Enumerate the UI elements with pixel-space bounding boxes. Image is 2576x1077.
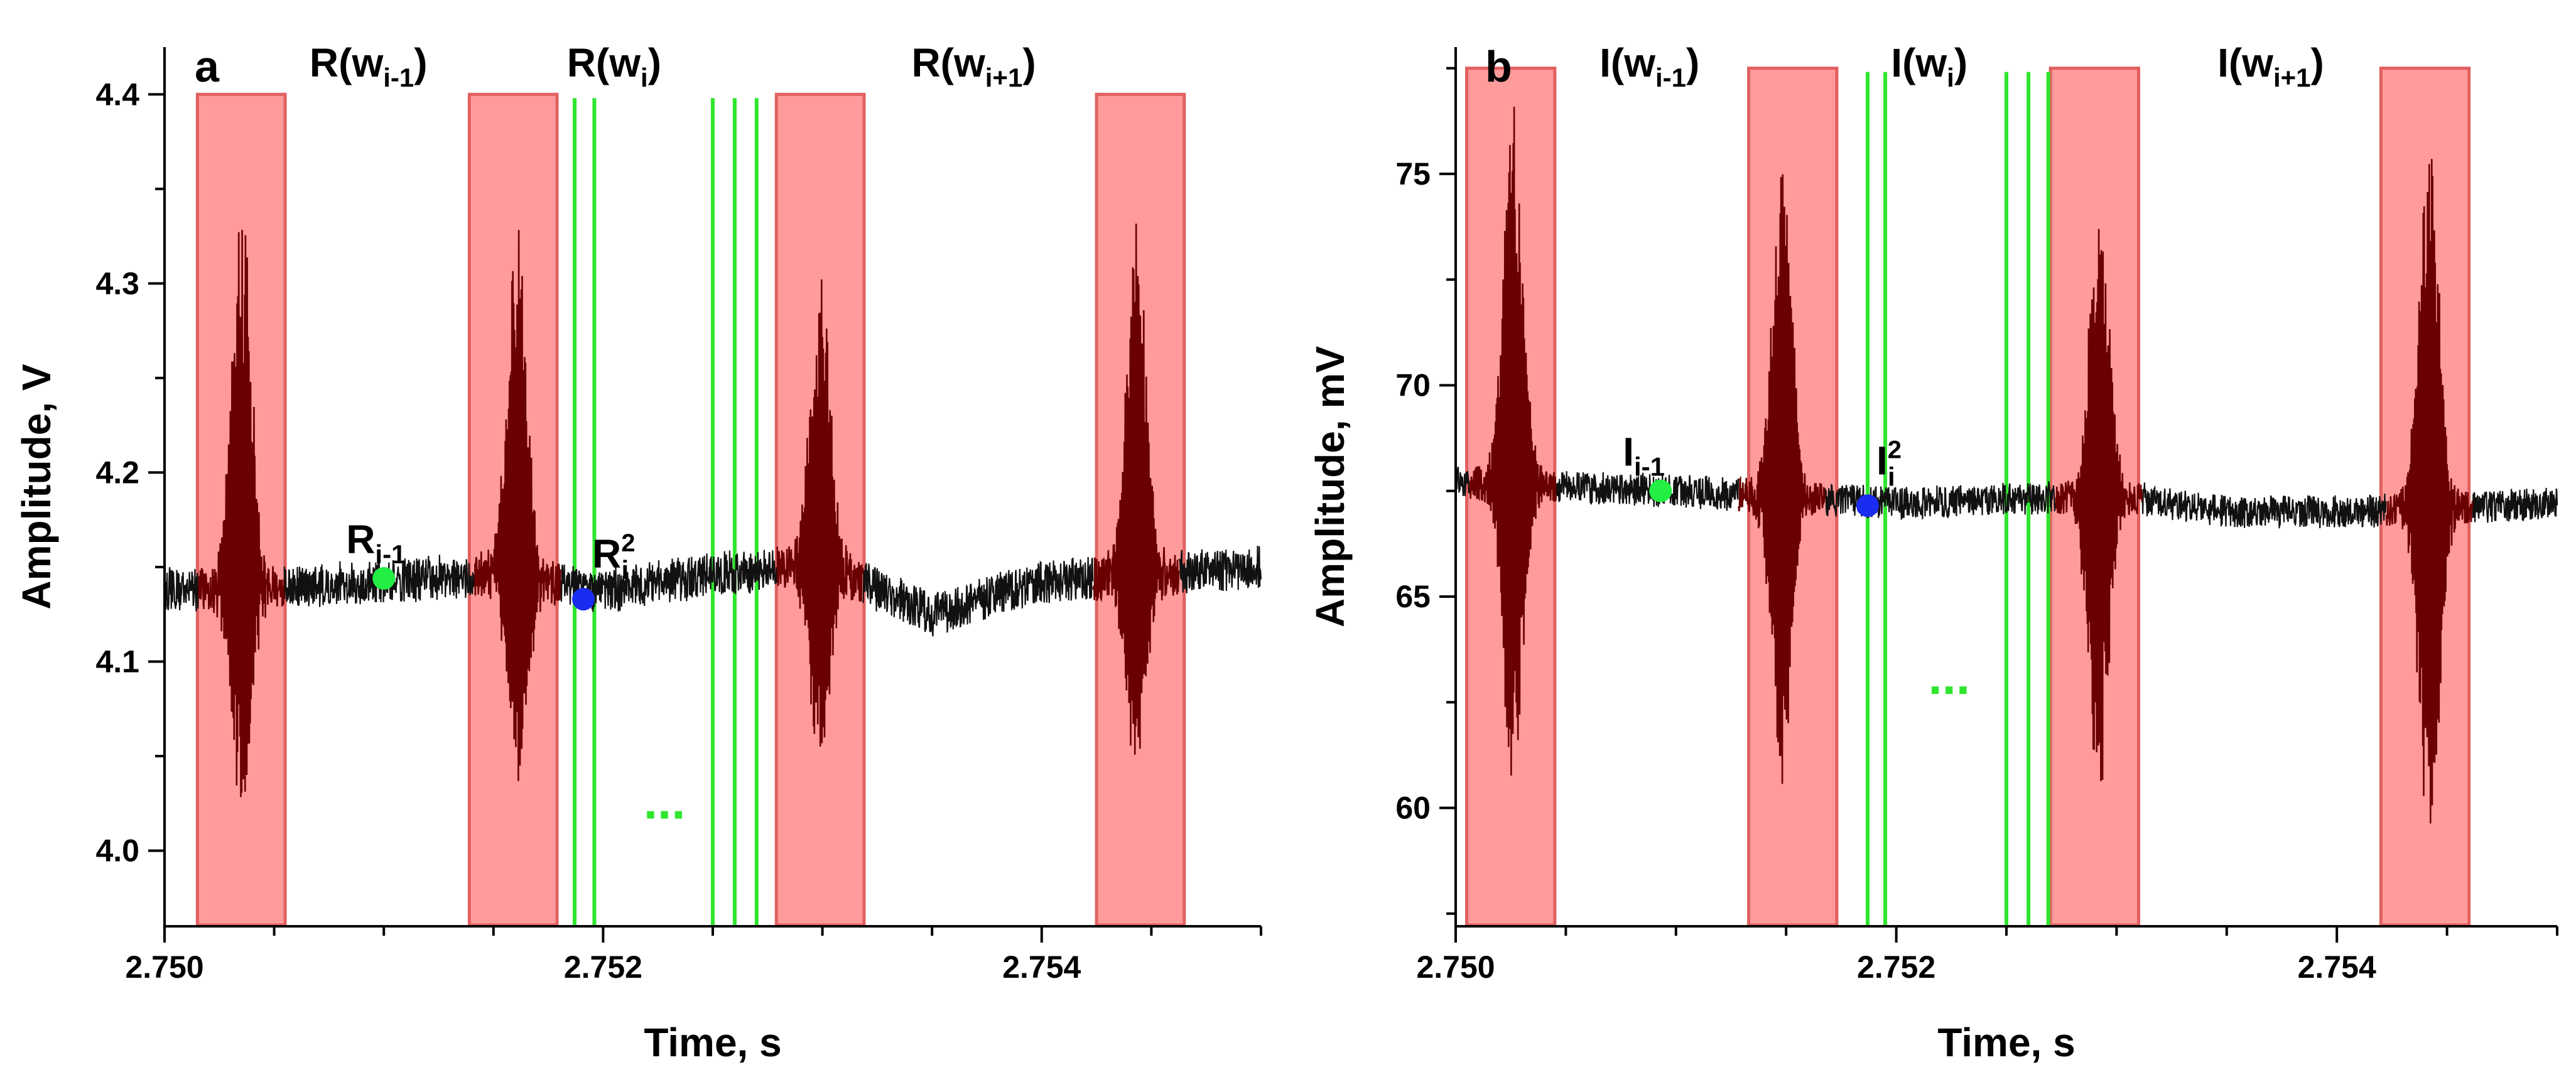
- panel-letter: b: [1485, 42, 1512, 91]
- x-tick-label: 2.750: [1416, 950, 1495, 985]
- window-label-1: I(wi-1): [1599, 40, 1699, 92]
- panel-b: 2.750 2.752 2.754 60 65 70 75 Time, s Amplitude,…: [1307, 40, 2558, 1065]
- window-label-2: R(wi): [567, 40, 661, 92]
- y-tick-label: 65: [1395, 579, 1431, 614]
- panel-a: 2.750 2.752 2.754 4.0 4.1 4.2 4.3 4.4 Time, s Amp…: [14, 40, 1262, 1065]
- window-label-2: I(wi): [1891, 40, 1967, 92]
- y-tick-label: 75: [1395, 156, 1431, 192]
- y-tick-label: 70: [1395, 367, 1431, 403]
- window-label-3: I(wi+1): [2217, 40, 2324, 92]
- x-tick-label: 2.750: [125, 950, 203, 985]
- y-axis-title: Amplitude, V: [14, 364, 59, 609]
- x-tick-label: 2.752: [564, 950, 642, 985]
- y-tick-label: 4.1: [95, 644, 139, 679]
- y-tick-label: 4.0: [95, 833, 139, 869]
- x-tick-label: 2.754: [1002, 950, 1081, 985]
- signal-trace: [1454, 467, 2558, 529]
- x-axis-title: Time, s: [644, 1020, 781, 1065]
- ellipsis-marker: ...: [1928, 649, 1970, 705]
- x-tick-label: 2.752: [1857, 950, 1935, 985]
- data-point-1: [372, 567, 396, 590]
- data-point-1: [1649, 479, 1672, 502]
- point-label-1: Ri-1: [346, 517, 406, 569]
- window-label-1: R(wi-1): [310, 40, 428, 92]
- signal-burst-trace: [198, 224, 1180, 798]
- window-label-3: R(wi+1): [911, 40, 1036, 92]
- ellipsis-marker: ...: [644, 773, 686, 829]
- x-tick-label: 2.754: [2298, 950, 2376, 985]
- signal-burst-trace: [1469, 106, 2474, 824]
- data-point-2: [571, 588, 595, 611]
- y-tick-label: 4.4: [95, 77, 139, 112]
- point-label-2: I2 i: [1876, 436, 1902, 491]
- point-label-1: Ii-1: [1623, 430, 1665, 482]
- y-axis-title: Amplitude, mV: [1307, 346, 1353, 627]
- y-tick-label: 60: [1395, 791, 1431, 826]
- data-point-2: [1856, 494, 1879, 517]
- y-tick-label: 4.2: [95, 455, 139, 490]
- x-axis-title: Time, s: [1937, 1020, 2075, 1065]
- point-label-2: R2 i: [592, 529, 635, 585]
- y-tick-label: 4.3: [95, 266, 139, 301]
- panel-letter: a: [195, 42, 220, 91]
